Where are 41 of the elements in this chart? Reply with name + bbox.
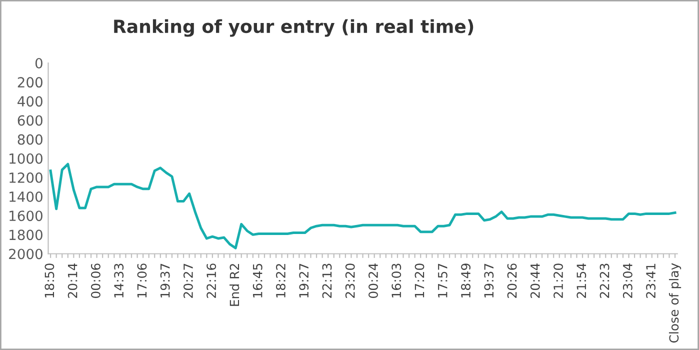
x-tick-label: Close of play bbox=[668, 263, 682, 343]
x-tick-label: 22:23 bbox=[600, 264, 610, 298]
y-tick-label: 1600 bbox=[10, 210, 42, 222]
chart-title: Ranking of your entry (in real time) bbox=[114, 19, 474, 37]
x-tick-label: 17:06 bbox=[137, 264, 147, 298]
y-tick-label: 600 bbox=[18, 115, 42, 126]
x-tick-label: 18:49 bbox=[461, 264, 470, 298]
x-tick-label: 20:27 bbox=[183, 264, 193, 298]
x-tick-label: 20:44 bbox=[530, 263, 540, 298]
y-tick-label: 1000 bbox=[10, 153, 42, 164]
x-tick-label: 20:14 bbox=[68, 263, 78, 298]
x-tick-label: 20:26 bbox=[507, 264, 517, 298]
x-tick-label: 14:33 bbox=[114, 264, 124, 298]
x-tick-label: 18:22 bbox=[276, 264, 286, 298]
x-tick-label: 23:20 bbox=[345, 264, 355, 298]
x-tick-label: 16:45 bbox=[252, 264, 262, 298]
y-tick-label: 800 bbox=[18, 134, 42, 145]
x-tick-label: 00:24 bbox=[368, 263, 378, 298]
x-tick-label: 22:16 bbox=[206, 264, 216, 298]
x-tick-label: 21:20 bbox=[554, 264, 563, 298]
y-tick-label: 1400 bbox=[10, 191, 42, 202]
y-tick-label: 400 bbox=[18, 96, 42, 107]
x-tick-label: 23:04 bbox=[622, 263, 632, 298]
x-tick-label: 19:37 bbox=[160, 264, 170, 298]
y-tick-label: 200 bbox=[18, 77, 42, 88]
y-tick-label: 1200 bbox=[10, 172, 42, 183]
x-tick-label: 19:37 bbox=[484, 264, 494, 298]
x-tick-label: 22:13 bbox=[322, 264, 332, 298]
x-tick-label: 17:20 bbox=[414, 264, 424, 298]
line-series bbox=[49, 162, 676, 250]
y-tick-label: 2000 bbox=[9, 248, 42, 260]
y-tick-label: 1800 bbox=[10, 230, 42, 240]
x-tick-label: 16:03 bbox=[392, 264, 402, 298]
x-tick-label: 00:06 bbox=[90, 264, 100, 298]
x-tick-label: 18:50 bbox=[44, 264, 54, 298]
x-tick-label: 23:41 bbox=[646, 264, 656, 298]
x-tick-label: End R2 bbox=[230, 264, 240, 306]
x-tick-label: 21:54 bbox=[576, 263, 586, 298]
y-tick-label: 0 bbox=[35, 58, 42, 68]
x-tick-label: 19:27 bbox=[299, 264, 309, 298]
x-tick-label: 17:57 bbox=[438, 264, 448, 298]
